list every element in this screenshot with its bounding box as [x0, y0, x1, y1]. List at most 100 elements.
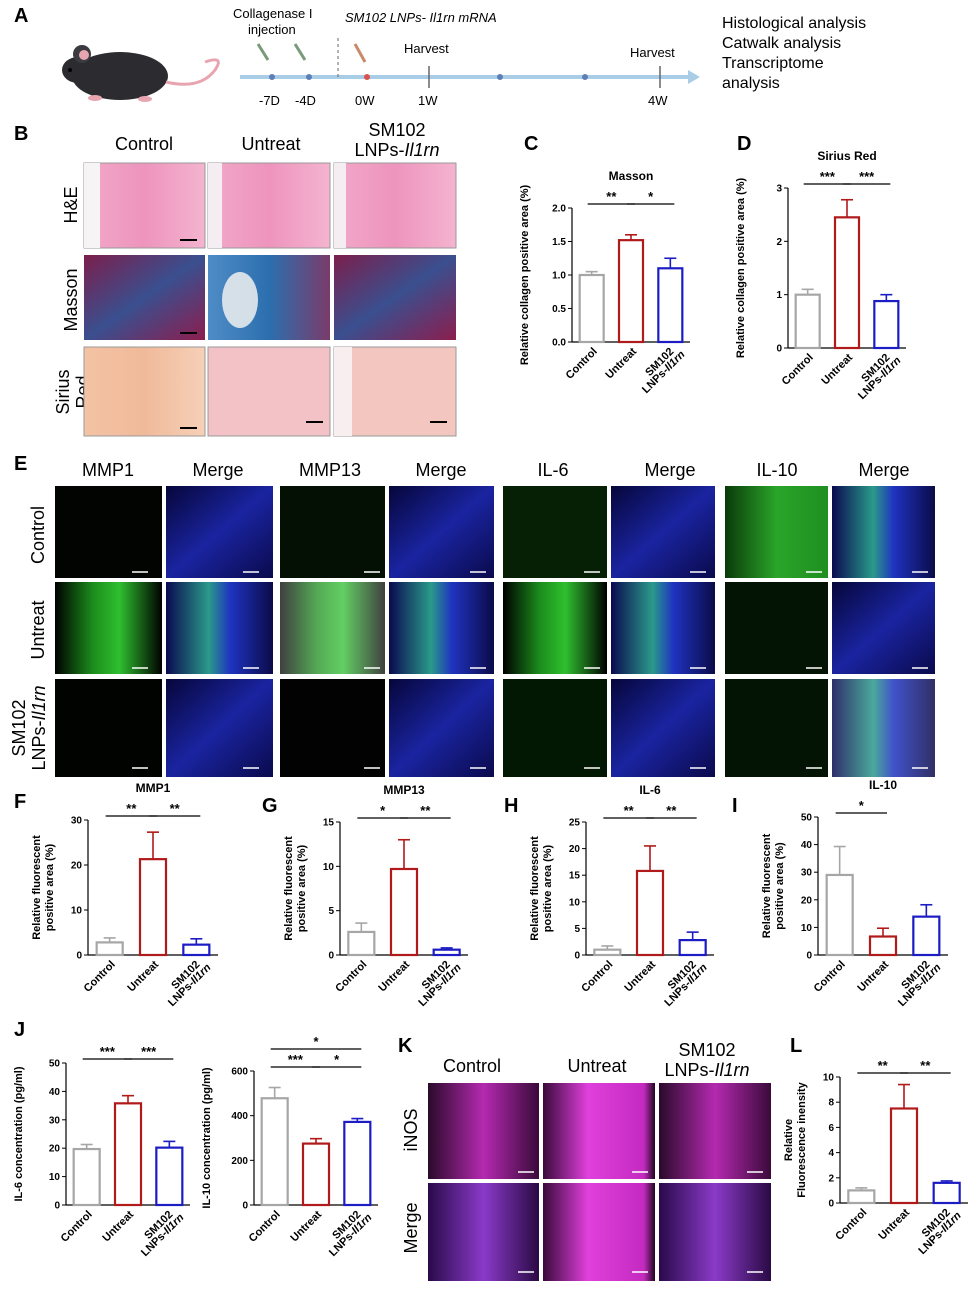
bar	[833, 216, 861, 350]
immuno-image	[725, 679, 828, 777]
significance-label: **	[126, 801, 137, 816]
bar	[873, 299, 900, 350]
immuno-row-label: Control	[28, 506, 48, 564]
timeline-dot	[269, 74, 275, 80]
bar	[825, 873, 854, 957]
timeline-dot	[364, 74, 370, 80]
y-tick-label: 30	[71, 816, 83, 827]
harvest-label-1w: Harvest	[404, 41, 449, 56]
significance-label: *	[313, 1034, 319, 1049]
y-tick-label: 200	[231, 1156, 248, 1167]
y-tick-label: 10	[823, 1073, 835, 1084]
y-tick-label: 1.0	[552, 271, 566, 282]
y-tick-label: 5	[574, 924, 580, 935]
y-tick-label: 2.0	[552, 204, 566, 215]
bar	[260, 1097, 289, 1207]
immuno-image	[55, 582, 162, 674]
y-tick-label: 25	[569, 818, 581, 829]
chart-d-sirius-red: Sirius Red 0 1 2 3 Relative collagen positive…	[735, 149, 906, 402]
bar	[847, 1189, 876, 1205]
x-tick-label: Control	[333, 959, 369, 995]
immuno-image	[503, 486, 607, 578]
injection-label-line2: injection	[248, 22, 296, 37]
y-tick-label: 2	[776, 237, 782, 248]
bar	[155, 1146, 184, 1207]
immuno-image	[389, 582, 494, 674]
immuno-image	[503, 679, 607, 777]
injection-label-line1: Collagenase I	[233, 6, 313, 21]
immuno-column-header: IL-6	[537, 460, 568, 480]
panel-e: E MMP1 Merge MMP13 Merge IL-6 Merge IL-1…	[9, 453, 935, 777]
significance-label: **	[420, 803, 431, 818]
bar	[432, 948, 461, 957]
y-tick-label: 50	[801, 813, 813, 824]
bar	[889, 1107, 919, 1205]
significance-label: *	[334, 1052, 340, 1067]
bar	[389, 867, 419, 957]
panel-k: K Control Untreat SM102 LNPs-Il1rn iNOS …	[398, 1035, 771, 1281]
chart-f-mmp1: MMP1 0 10 20 30 Relative fluorescent positive …	[31, 781, 218, 1009]
immuno-column-header: Merge	[644, 460, 695, 480]
y-tick-label: 5	[328, 906, 334, 917]
y-tick-label: 8	[828, 1098, 834, 1109]
significance-label: **	[606, 189, 617, 204]
timeline-tick: 0W	[355, 93, 375, 108]
timeline-tick: 1W	[418, 93, 438, 108]
y-tick-label: 20	[569, 844, 581, 855]
panel-letter-i: I	[732, 795, 738, 817]
significance-label: ***	[288, 1052, 304, 1067]
x-tick-label: Control	[812, 959, 848, 995]
syringe-icon	[353, 43, 367, 63]
immuno-column-header: Merge	[192, 460, 243, 480]
x-tick-label: Untreat	[855, 958, 891, 994]
histology-row-label: Sirius	[53, 369, 73, 414]
y-axis-label: Fluorescence inensity	[796, 1081, 808, 1197]
timeline-dot	[306, 74, 312, 80]
panel-a: A Collagenase I injection SM102 LNPs- Il…	[14, 5, 866, 108]
y-axis-label: positive area (%)	[542, 844, 554, 932]
x-tick-label: Untreat	[100, 1208, 136, 1244]
significance-label: *	[648, 189, 654, 204]
y-tick-label: 0.5	[552, 304, 566, 315]
x-tick-label: Control	[579, 959, 615, 995]
sirius-image-control	[83, 346, 206, 437]
x-tick-label: Untreat	[125, 958, 161, 994]
significance-label: ***	[100, 1044, 116, 1059]
immuno-image	[166, 486, 273, 578]
y-axis-label: positive area (%)	[774, 842, 786, 930]
he-image-sm102	[333, 162, 457, 249]
histology-row-label: Masson	[61, 268, 81, 331]
bar	[678, 939, 707, 957]
y-axis-label: positive area (%)	[44, 843, 56, 931]
y-axis-label: Relative fluorescent	[761, 833, 773, 938]
masson-image-control	[84, 255, 205, 340]
he-image-background	[208, 163, 222, 248]
immuno-column-header: IL-10	[756, 460, 797, 480]
he-image-background	[84, 163, 100, 248]
x-tick-label: Control	[82, 959, 118, 995]
mouse-illustration	[62, 45, 220, 102]
y-tick-label: 10	[49, 1172, 61, 1183]
significance-label: **	[624, 803, 635, 818]
immuno-row-label: LNPs-Il1rn	[29, 685, 49, 770]
y-tick-label: 400	[231, 1111, 248, 1122]
y-tick-label: 0	[574, 951, 580, 962]
bar	[578, 273, 605, 344]
panel-letter-g: G	[262, 795, 278, 817]
immuno-image	[611, 582, 715, 674]
bar	[635, 869, 665, 957]
y-axis-label: IL-6 concentration (pg/ml)	[13, 1066, 25, 1201]
y-tick-label: 15	[569, 871, 581, 882]
inos-image	[428, 1183, 539, 1281]
bar	[932, 1181, 961, 1205]
inos-image	[543, 1183, 655, 1281]
analysis-item: Catwalk analysis	[722, 35, 841, 52]
y-axis-label: Relative collagen positive area (%)	[519, 184, 531, 365]
y-tick-label: 0	[828, 1199, 834, 1210]
x-tick-label: Untreat	[288, 1208, 324, 1244]
immuno-image	[280, 486, 385, 578]
y-axis-label: Relative fluorescent	[529, 836, 541, 941]
bar	[113, 1102, 143, 1207]
immuno-column-header: Merge	[858, 460, 909, 480]
